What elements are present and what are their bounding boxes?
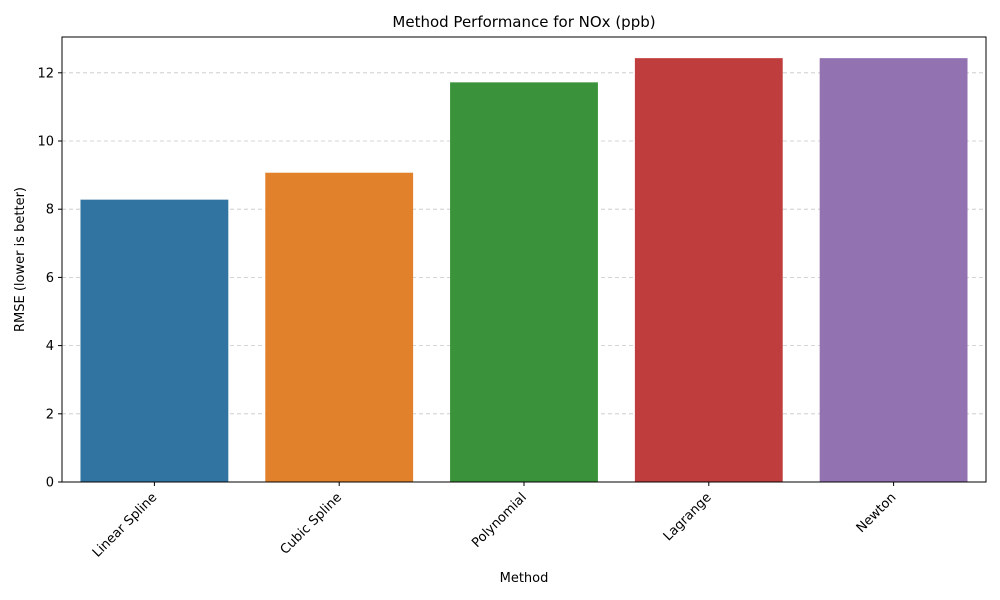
y-tick-label: 6 (46, 271, 54, 286)
y-tick-label: 0 (46, 476, 54, 491)
y-tick-label: 10 (37, 135, 54, 150)
bar-linear-spline (80, 199, 229, 483)
y-tick-label: 4 (46, 339, 54, 354)
bar-polynomial (450, 82, 598, 483)
bar-cubic-spline (265, 172, 414, 482)
x-tick-label: Polynomial (469, 490, 530, 551)
bars (80, 58, 968, 483)
x-axis-ticks: Linear Spline Cubic Spline Polynomial Lagra… (90, 482, 900, 561)
chart-title: Method Performance for NOx (ppb) (392, 13, 655, 31)
x-tick-label: Newton (854, 490, 900, 536)
x-tick-label: Lagrange (661, 490, 715, 544)
y-tick-label: 8 (46, 203, 54, 218)
bar-lagrange (634, 58, 783, 483)
y-axis-ticks: 0 2 4 6 8 10 12 (37, 66, 62, 491)
y-tick-label: 12 (37, 66, 54, 81)
y-axis-title: RMSE (lower is better) (13, 187, 28, 332)
x-axis-title: Method (500, 571, 549, 586)
y-tick-label: 2 (46, 407, 54, 422)
bar-newton (819, 58, 968, 483)
x-tick-label: Linear Spline (90, 490, 160, 560)
x-tick-label: Cubic Spline (278, 490, 345, 557)
